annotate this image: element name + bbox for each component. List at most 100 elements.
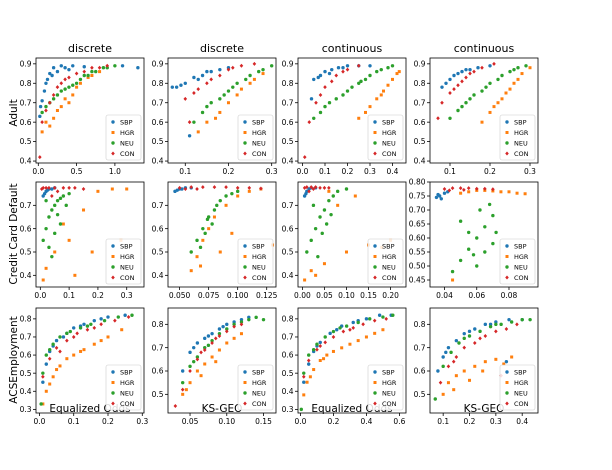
data-point-sbp (196, 77, 200, 82)
data-point-sbp (192, 75, 196, 80)
data-point-hgr (86, 75, 90, 79)
y-tick-label: 0.4 (414, 157, 426, 166)
legend-marker-con (111, 401, 115, 406)
data-point-con (54, 345, 59, 350)
data-point-neu (368, 73, 372, 78)
data-point-hgr (120, 328, 124, 332)
data-point-neu (305, 250, 309, 254)
data-point-con (58, 349, 62, 354)
y-tick-label: 0.7 (414, 343, 426, 352)
legend-marker-sbp (373, 370, 377, 374)
legend-label: SBP (252, 368, 265, 376)
data-point-neu (471, 253, 476, 257)
scatter-panel: 0.04 0.06 0.08 0.45 0.50 0.55 0.60 0.65 0.70 0.75… (409, 178, 539, 300)
data-point-hgr (195, 255, 199, 259)
data-point-sbp (307, 362, 311, 366)
data-point-hgr (247, 189, 251, 193)
plot-frame (167, 181, 277, 288)
data-point-neu (40, 110, 44, 115)
plot-frame (429, 181, 539, 288)
data-point-sbp (318, 73, 323, 78)
scatter-panel: 0.05 0.10 0.15 0.5 0.6 0.7 0.8 SBP HGR NEU CON (152, 307, 277, 426)
data-point-neu (261, 67, 265, 72)
data-point-sbp (364, 317, 369, 321)
data-point-sbp (330, 67, 334, 72)
data-point-neu (225, 327, 229, 331)
data-point-con (226, 67, 231, 72)
x-tick-label: 0.10 (218, 417, 235, 426)
data-point-con (302, 155, 307, 160)
legend-marker-con (505, 151, 509, 156)
data-point-con (462, 345, 467, 350)
data-point-con (331, 334, 336, 339)
legend: SBP HGR NEU CON (367, 238, 404, 285)
data-point-hgr (357, 116, 361, 120)
legend-label: HGR (252, 129, 267, 137)
data-point-neu (311, 203, 316, 208)
data-point-hgr (375, 97, 379, 101)
legend: SBP HGR NEU CON (367, 114, 404, 161)
data-point-con (384, 316, 389, 321)
legend: SBP HGR NEU CON (499, 114, 536, 161)
legend-label: SBP (514, 118, 527, 126)
data-point-neu (244, 77, 248, 82)
data-point-sbp (59, 64, 63, 68)
data-point-neu (222, 93, 226, 97)
data-point-sbp (232, 320, 236, 324)
scatter-panel: 0.050 0.075 0.100 0.125 0.4 0.5 0.6 0.7 SBP HGR NE… (152, 181, 278, 300)
data-point-hgr (75, 85, 79, 89)
data-point-hgr (44, 266, 48, 270)
legend-label: CON (120, 150, 135, 158)
x-tick-label: 0.6 (393, 417, 405, 426)
legend-box (367, 238, 404, 285)
data-point-con (38, 155, 42, 160)
data-point-hgr (502, 362, 506, 366)
data-point-hgr (44, 120, 48, 124)
data-point-neu (47, 245, 51, 250)
data-point-neu (261, 317, 266, 322)
data-point-hgr (395, 72, 399, 76)
data-point-neu (210, 338, 214, 343)
data-point-sbp (436, 369, 440, 373)
legend-label: CON (252, 150, 267, 158)
x-axis-label: KS-GEO (464, 403, 505, 415)
y-tick-label: 0.3 (20, 405, 32, 414)
data-point-con (323, 340, 328, 345)
legend-marker-neu (373, 141, 377, 145)
data-point-neu (379, 67, 383, 72)
data-point-con (483, 334, 488, 338)
y-tick-label: 0.6 (414, 367, 426, 376)
data-point-sbp (221, 324, 225, 329)
y-tick-label: 0.8 (152, 320, 164, 329)
column-title: discrete (200, 42, 244, 55)
data-point-neu (338, 326, 342, 330)
data-point-con (301, 374, 306, 379)
data-point-neu (247, 317, 251, 322)
data-point-neu (195, 238, 199, 243)
data-point-neu (327, 198, 331, 203)
y-tick-label: 0.4 (20, 271, 32, 280)
data-point-neu (363, 77, 368, 82)
data-point-con (183, 187, 188, 191)
data-point-neu (71, 83, 75, 87)
data-point-sbp (218, 67, 222, 72)
data-point-sbp (210, 331, 214, 336)
data-point-hgr (224, 203, 228, 207)
data-point-sbp (247, 315, 251, 320)
data-point-con (232, 324, 236, 329)
data-point-hgr (48, 124, 52, 128)
data-point-hgr (239, 87, 243, 91)
data-point-hgr (184, 388, 188, 392)
data-point-hgr (79, 349, 83, 353)
data-point-sbp (468, 67, 472, 72)
data-point-neu (390, 64, 395, 68)
data-point-neu (316, 254, 320, 259)
scatter-panel: 0.0 0.1 0.2 0.3 0.4 0.4 0.5 0.6 0.7 0.8 0.9 SBP HGR N… (282, 57, 407, 176)
x-tick-label: 0.1 (179, 167, 191, 176)
data-point-hgr (397, 70, 401, 74)
data-point-con (305, 185, 309, 190)
data-point-con (82, 69, 87, 74)
data-point-con (466, 186, 471, 191)
data-point-con (195, 187, 199, 191)
panels: 0.0 0.5 1.00.40.50.60.70.80.9SBPHGRNEUCON0… (20, 57, 539, 426)
